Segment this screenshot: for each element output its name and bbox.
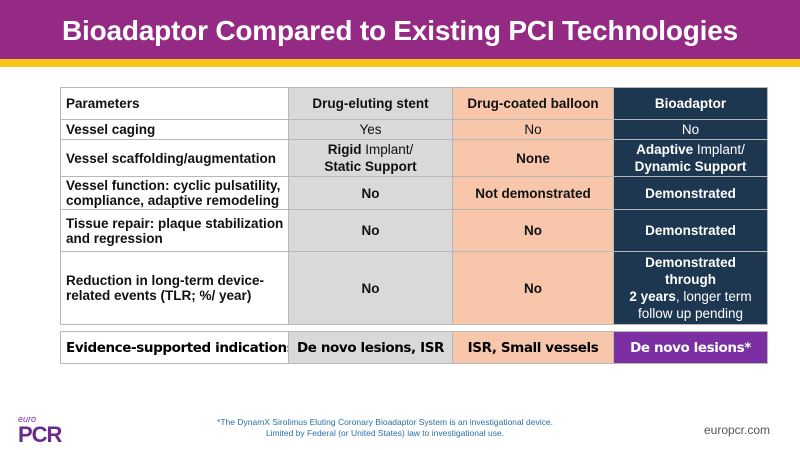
cell-text-bold: Adaptive	[636, 142, 694, 157]
cell-text-bold: Rigid	[327, 142, 362, 157]
row-param: Vessel function: cyclic pulsatility, com…	[60, 176, 289, 210]
cell-text: Implant/	[693, 142, 745, 157]
row-param: Reduction in long-term device-related ev…	[60, 251, 289, 325]
table-row: Reduction in long-term device-related ev…	[60, 251, 768, 325]
cell-dcb: No	[452, 251, 614, 325]
cell-des: No	[288, 251, 453, 325]
footnote: *The DynamX Sirolimus Eluting Coronary B…	[217, 417, 553, 438]
cell-des: No	[288, 176, 453, 210]
table-row: Tissue repair: plaque stabilization and …	[60, 209, 768, 252]
cell-text: , longer term follow up pending	[637, 289, 752, 321]
evidence-param: Evidence-supported indications	[60, 331, 289, 364]
cell-des: No	[288, 209, 453, 252]
website-link: europcr.com	[703, 423, 770, 437]
cell-dcb: None	[452, 139, 614, 177]
evidence-des: De novo lesions, ISR	[288, 331, 453, 364]
evidence-table: Evidence-supported indications De novo l…	[60, 331, 768, 364]
comparison-table: Parameters Drug-eluting stent Drug-coate…	[60, 87, 768, 325]
header-drug-coated-balloon: Drug-coated balloon	[452, 87, 614, 120]
page-title: Bioadaptor Compared to Existing PCI Tech…	[62, 15, 738, 46]
cell-bio: Demonstrated	[613, 209, 768, 252]
header-bar	[0, 0, 800, 59]
cell-dcb: No	[452, 209, 614, 252]
header-stripe	[0, 59, 800, 67]
row-param: Vessel caging	[60, 119, 289, 140]
cell-text: Implant/	[361, 142, 414, 157]
cell-des: Yes	[288, 119, 453, 140]
table-header-row: Parameters Drug-eluting stent Drug-coate…	[60, 87, 768, 120]
table-row: Vessel scaffolding/augmentation Rigid Im…	[60, 139, 768, 177]
cell-dcb: No	[452, 119, 614, 140]
tables-container: Parameters Drug-eluting stent Drug-coate…	[60, 87, 768, 364]
table-row: Vessel caging Yes No No	[60, 119, 768, 140]
europcr-logo: euro PCR	[18, 414, 78, 446]
row-param: Vessel scaffolding/augmentation	[60, 139, 289, 177]
table-row: Vessel function: cyclic pulsatility, com…	[60, 176, 768, 210]
cell-bio: No	[613, 119, 768, 140]
cell-text-bold: Dynamic Support	[634, 159, 747, 174]
evidence-row: Evidence-supported indications De novo l…	[60, 331, 768, 364]
cell-text-bold: Demonstrated through	[645, 255, 736, 287]
logo-pcr-text: PCR	[18, 422, 62, 447]
evidence-bio: De novo lesions*	[613, 331, 768, 364]
cell-des: Rigid Implant/ Static Support	[288, 139, 453, 177]
cell-text-bold: Static Support	[324, 159, 417, 174]
evidence-dcb: ISR, Small vessels	[452, 331, 614, 364]
cell-dcb: Not demonstrated	[452, 176, 614, 210]
header-parameters: Parameters	[60, 87, 289, 120]
logo-euro-text: euro	[18, 414, 37, 424]
row-param: Tissue repair: plaque stabilization and …	[60, 209, 289, 252]
cell-bio: Adaptive Implant/ Dynamic Support	[613, 139, 768, 177]
header-bioadaptor: Bioadaptor	[613, 87, 768, 120]
cell-text-bold: 2 years	[629, 289, 676, 304]
cell-bio: Demonstrated	[613, 176, 768, 210]
header-drug-eluting-stent: Drug-eluting stent	[288, 87, 453, 120]
cell-bio: Demonstrated through 2 years, longer ter…	[613, 251, 768, 325]
